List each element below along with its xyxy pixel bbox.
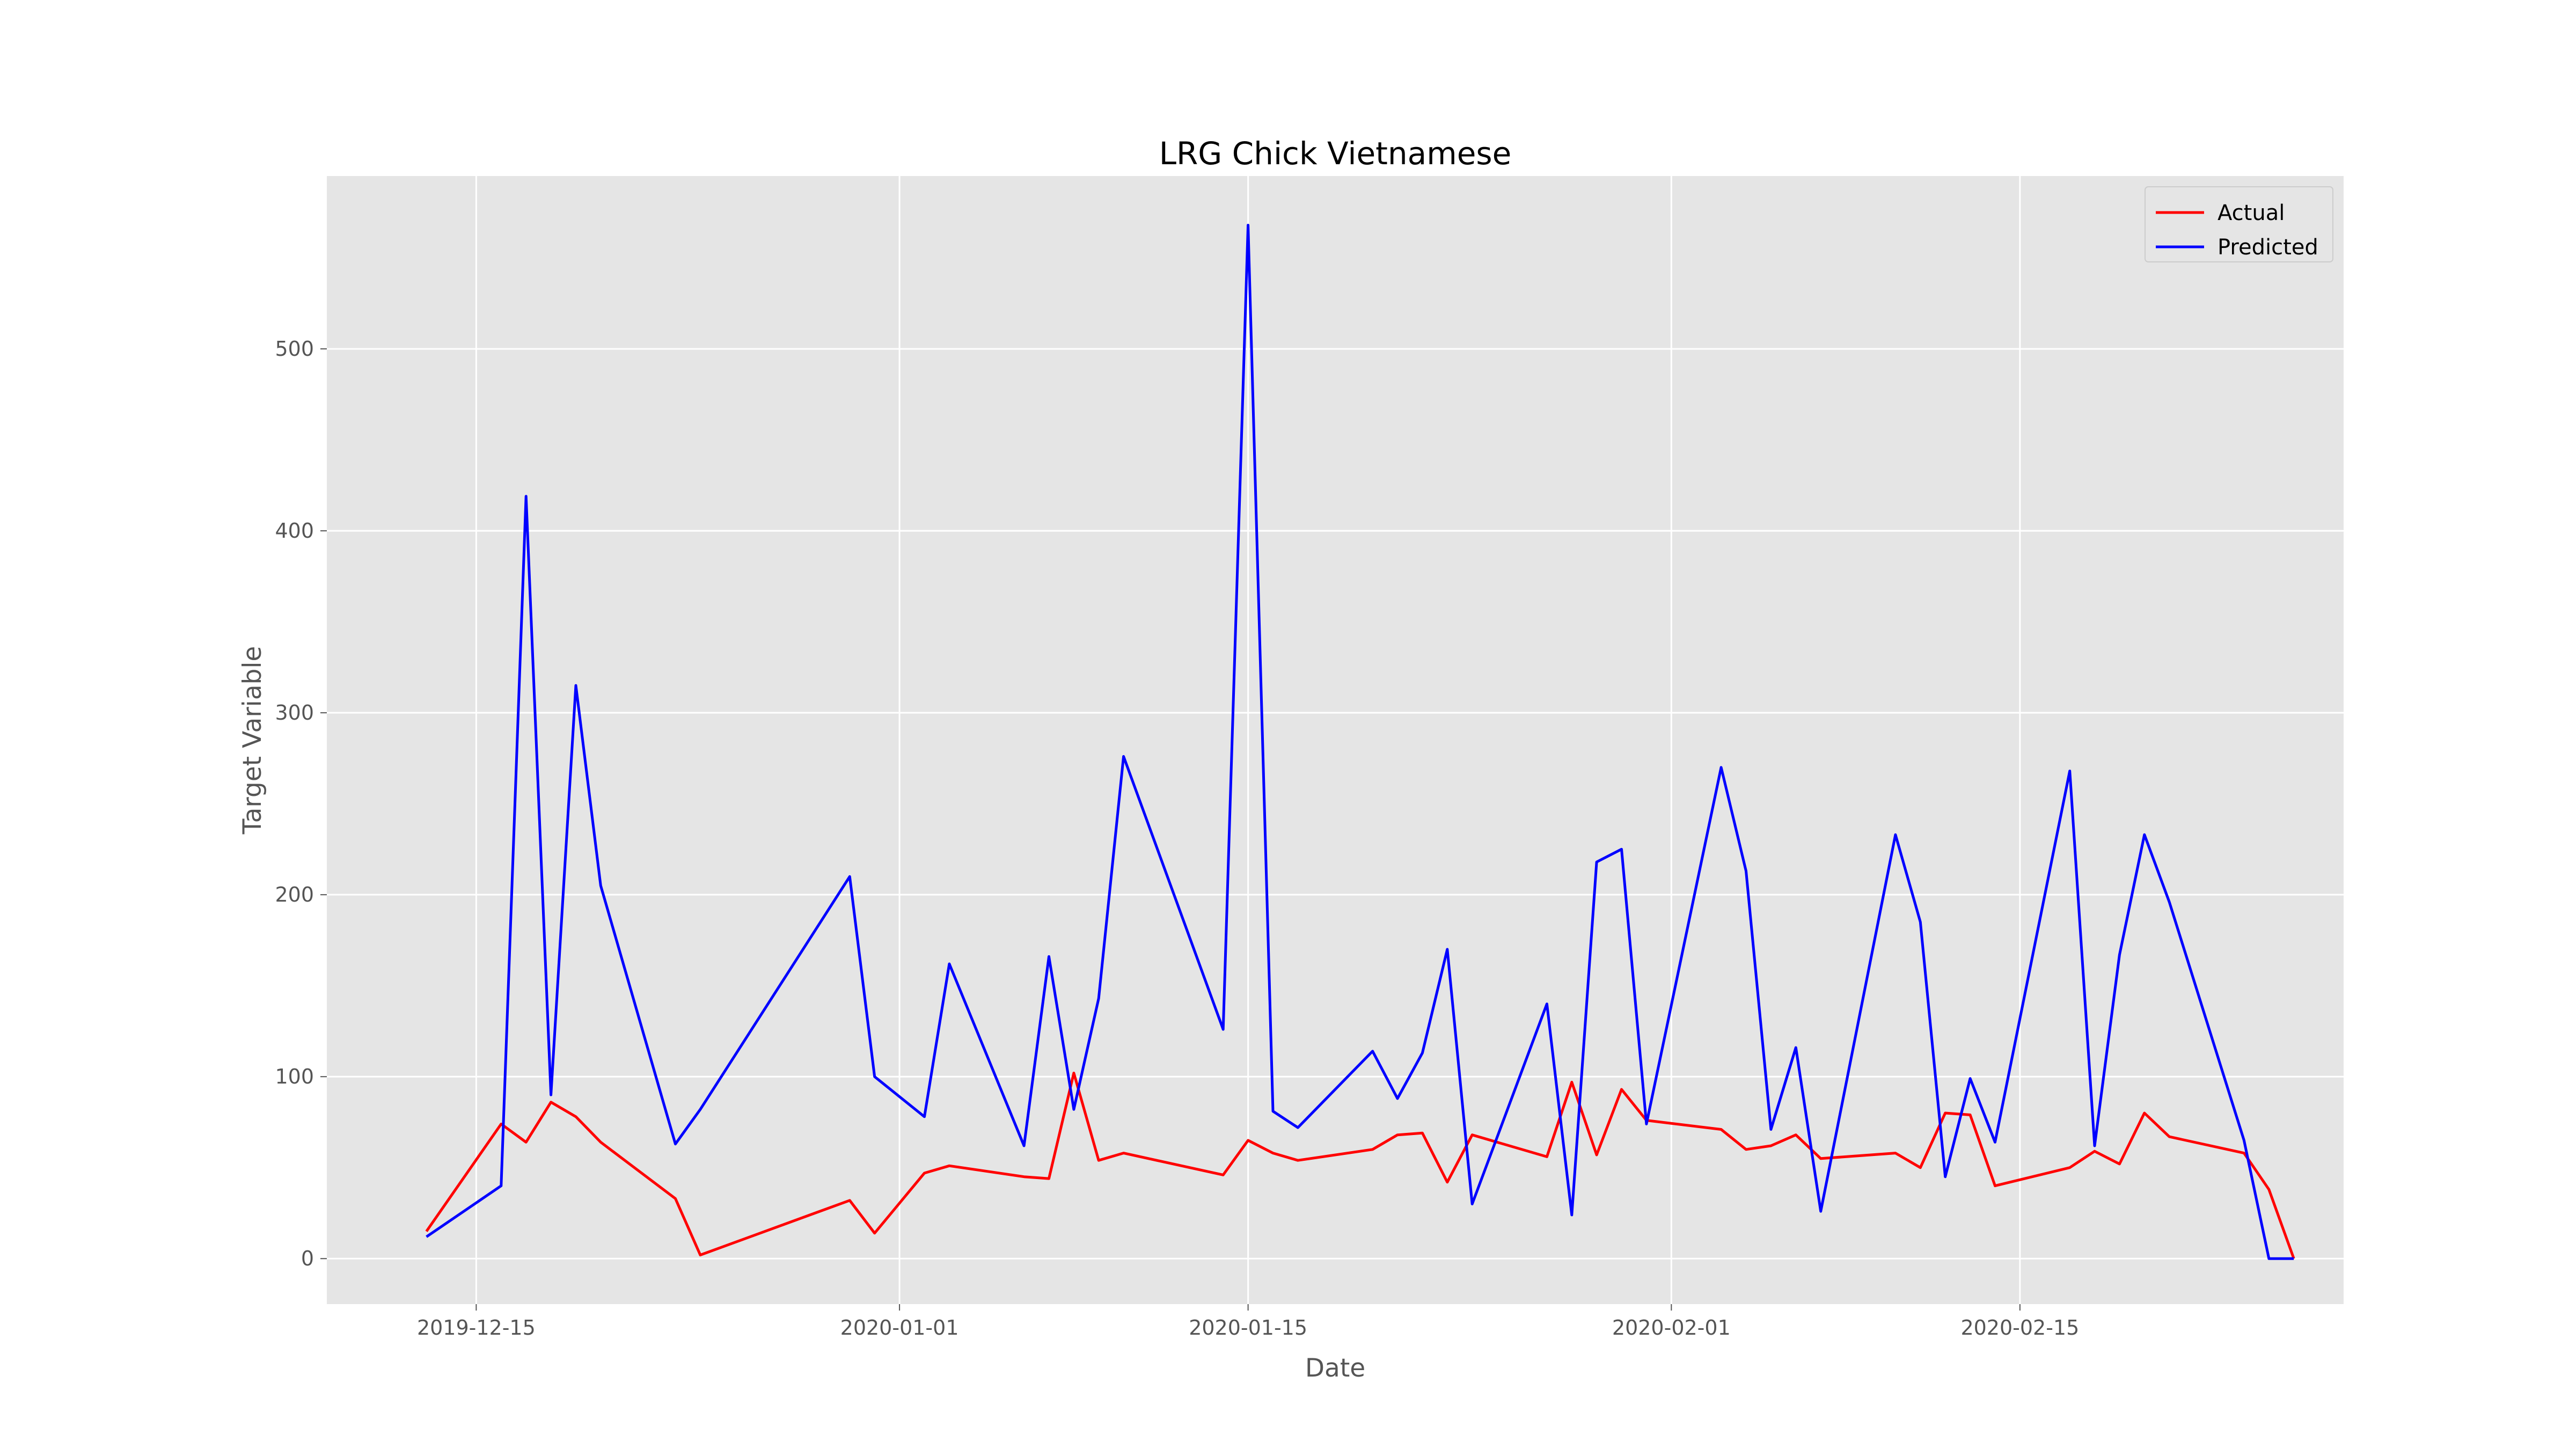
y-tick-label: 300: [275, 701, 314, 724]
legend-label-actual: Actual: [2218, 201, 2285, 225]
plot-area: [327, 176, 2344, 1304]
x-tick-label: 2020-02-01: [1612, 1316, 1731, 1340]
y-tick-label: 200: [275, 883, 314, 906]
chart-title: LRG Chick Vietnamese: [1159, 135, 1512, 172]
y-axis-title: Target Variable: [238, 646, 267, 835]
y-tick-label: 500: [275, 337, 314, 361]
series-line-actual: [425, 1071, 2295, 1260]
x-axis-title: Date: [1305, 1353, 1365, 1383]
y-tick-label: 400: [275, 519, 314, 543]
x-tick-label: 2020-01-01: [840, 1316, 959, 1340]
legend-label-predicted: Predicted: [2218, 235, 2318, 260]
legend-box: [2145, 186, 2333, 262]
legend: Actual Predicted: [2145, 186, 2333, 262]
x-tick-label: 2020-01-15: [1189, 1316, 1307, 1340]
series-lines: [425, 224, 2295, 1260]
x-tick-label: 2020-02-15: [1960, 1316, 2079, 1340]
series-line-predicted: [426, 224, 2294, 1260]
x-tick-label: 2019-12-15: [417, 1316, 536, 1340]
axis-ticks: 2019-12-15 2020-01-01 2020-01-15 2020-02-01…: [275, 337, 2079, 1340]
y-tick-label: 100: [275, 1065, 314, 1088]
y-tick-label: 0: [301, 1247, 314, 1270]
